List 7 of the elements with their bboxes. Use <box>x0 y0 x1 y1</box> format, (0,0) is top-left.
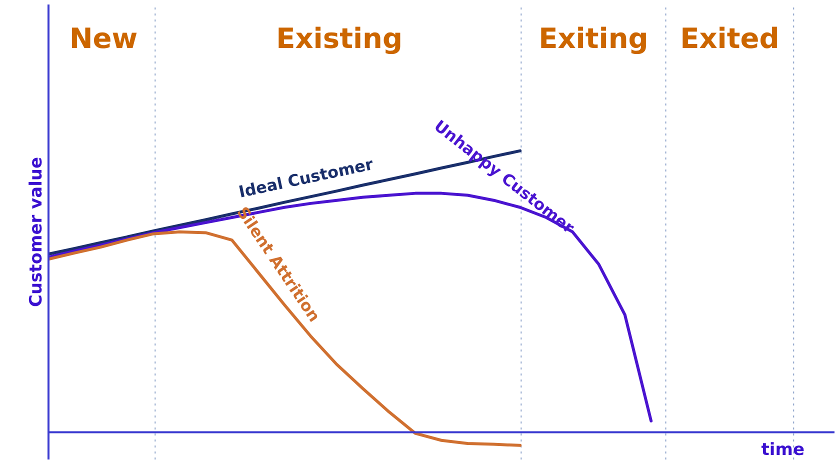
x-axis-title: time <box>761 440 805 460</box>
text: Ideal Customer <box>237 154 375 202</box>
text: New <box>69 22 138 55</box>
y-axis-title: Customer value <box>26 156 46 308</box>
text: Exited <box>680 22 780 55</box>
text: Exiting <box>538 22 648 55</box>
text: Existing <box>276 22 403 55</box>
